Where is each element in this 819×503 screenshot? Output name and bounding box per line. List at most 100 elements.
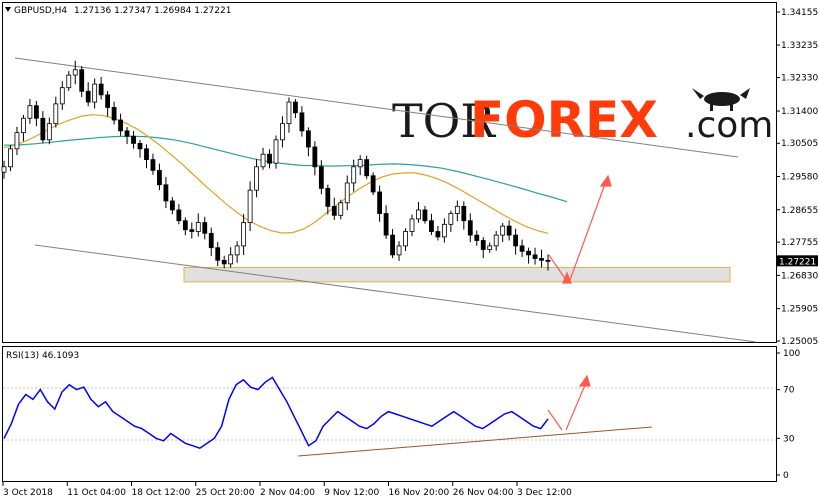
candles [1, 60, 551, 271]
candle-body [318, 166, 324, 189]
candle-body [241, 222, 247, 247]
rsi-line [3, 376, 549, 450]
candle-body [66, 74, 72, 89]
candle-body [351, 166, 357, 184]
rsi-tick-label: 70 [783, 386, 795, 396]
candle-body [163, 184, 169, 202]
candle-body [8, 148, 13, 168]
bull-icon [692, 88, 750, 111]
candle-body [338, 202, 344, 216]
candle-body [247, 189, 253, 223]
candle-body [85, 90, 91, 103]
candle-body [40, 117, 46, 141]
rsi-tick-label: 100 [783, 349, 800, 359]
price-tick-label: 1.31400 [781, 107, 818, 117]
candle-body [137, 143, 143, 150]
candle-body [357, 159, 363, 168]
chart-header: GBPUSD,H4 1.27136 1.27347 1.26984 1.2722… [5, 6, 231, 16]
time-tick-label: 2 Nov 04:00 [260, 488, 315, 498]
candle-body [396, 245, 402, 256]
candle-body [169, 200, 175, 211]
price-panel [2, 2, 777, 343]
price-tick-label: 1.26830 [781, 271, 818, 281]
candle-body [182, 220, 188, 231]
candle-body [150, 159, 156, 171]
candle-body [390, 234, 395, 256]
candle-body [435, 231, 441, 238]
time-tick-label: 3 Dec 12:00 [517, 488, 572, 498]
candle-body [480, 240, 486, 250]
candle-body [344, 182, 350, 204]
candle-body [409, 218, 415, 232]
time-tick-label: 18 Oct 12:00 [132, 488, 191, 498]
candle-body [545, 259, 551, 262]
candle-body [176, 209, 182, 222]
candle-body [467, 220, 473, 236]
time-tick-label: 26 Nov 04:00 [453, 488, 514, 498]
candle-body [280, 123, 285, 141]
candle-body [448, 213, 454, 225]
price-tick-label: 1.34155 [781, 8, 818, 18]
candle-body [416, 209, 421, 220]
candle-body [215, 247, 221, 261]
current-price-tag: 1.27221 [777, 255, 818, 267]
candle-body [72, 69, 78, 76]
candle-body [105, 94, 111, 108]
torforex-logo: TOR FOREX .com [392, 88, 773, 149]
rsi-forecast-arrow [547, 374, 591, 431]
svg-text:.com: .com [685, 105, 773, 146]
candle-body [487, 245, 493, 250]
candle-body [325, 187, 331, 207]
support-zone [183, 266, 731, 283]
candle-body [98, 83, 104, 96]
svg-text:TOR: TOR [392, 94, 496, 148]
price-tick-label: 1.30505 [781, 139, 818, 149]
candle-body [157, 169, 162, 186]
candle-body [403, 231, 408, 247]
candle-body [189, 229, 195, 232]
ohlc-values: 1.27136 1.27347 1.26984 1.27221 [74, 6, 231, 16]
candle-body [305, 130, 311, 148]
price-tick-label: 1.25905 [781, 305, 818, 315]
rsi-trendline [297, 426, 653, 457]
candle-body [474, 234, 480, 241]
time-tick-label: 25 Oct 20:00 [196, 488, 255, 498]
candle-body [500, 225, 506, 236]
candle-body [267, 153, 272, 164]
rsi-tick-label: 30 [783, 434, 795, 444]
candle-body [370, 175, 376, 193]
time-tick-label: 16 Nov 20:00 [389, 488, 450, 498]
forecast-arrow [548, 174, 612, 284]
candle-body [293, 101, 298, 114]
candle-body [286, 101, 292, 125]
candle-body [21, 117, 26, 134]
candle-body [422, 209, 428, 222]
candle-body [46, 123, 52, 141]
price-tick-label: 1.28655 [781, 206, 818, 216]
candle-body [221, 259, 227, 265]
price-tick-label: 1.25005 [781, 337, 818, 347]
time-tick-label: 9 Nov 12:00 [324, 488, 379, 498]
candle-body [131, 135, 136, 144]
candle-body [254, 166, 259, 191]
rsi-levels [3, 387, 776, 441]
rsi-panel [2, 346, 777, 482]
channel-lower-line [34, 244, 757, 343]
candle-body [92, 83, 98, 103]
rsi-axis: 100 70 30 0 [776, 349, 800, 481]
candle-body [27, 105, 33, 119]
candle-body [377, 191, 383, 214]
symbol-timeframe: GBPUSD,H4 [14, 6, 67, 16]
candle-body [195, 222, 201, 232]
candle-body [79, 69, 85, 92]
candle-body [506, 225, 512, 236]
candle-body [111, 107, 117, 121]
candle-body [273, 139, 279, 164]
candle-body [144, 148, 149, 161]
time-tick-label: 3 Oct 2018 [3, 488, 53, 498]
price-axis: 1.34155 1.33235 1.32330 1.31400 1.30505 1.295… [776, 8, 818, 347]
candle-body [228, 254, 234, 265]
ma-slow-line [3, 135, 568, 203]
candle-body [312, 146, 318, 168]
